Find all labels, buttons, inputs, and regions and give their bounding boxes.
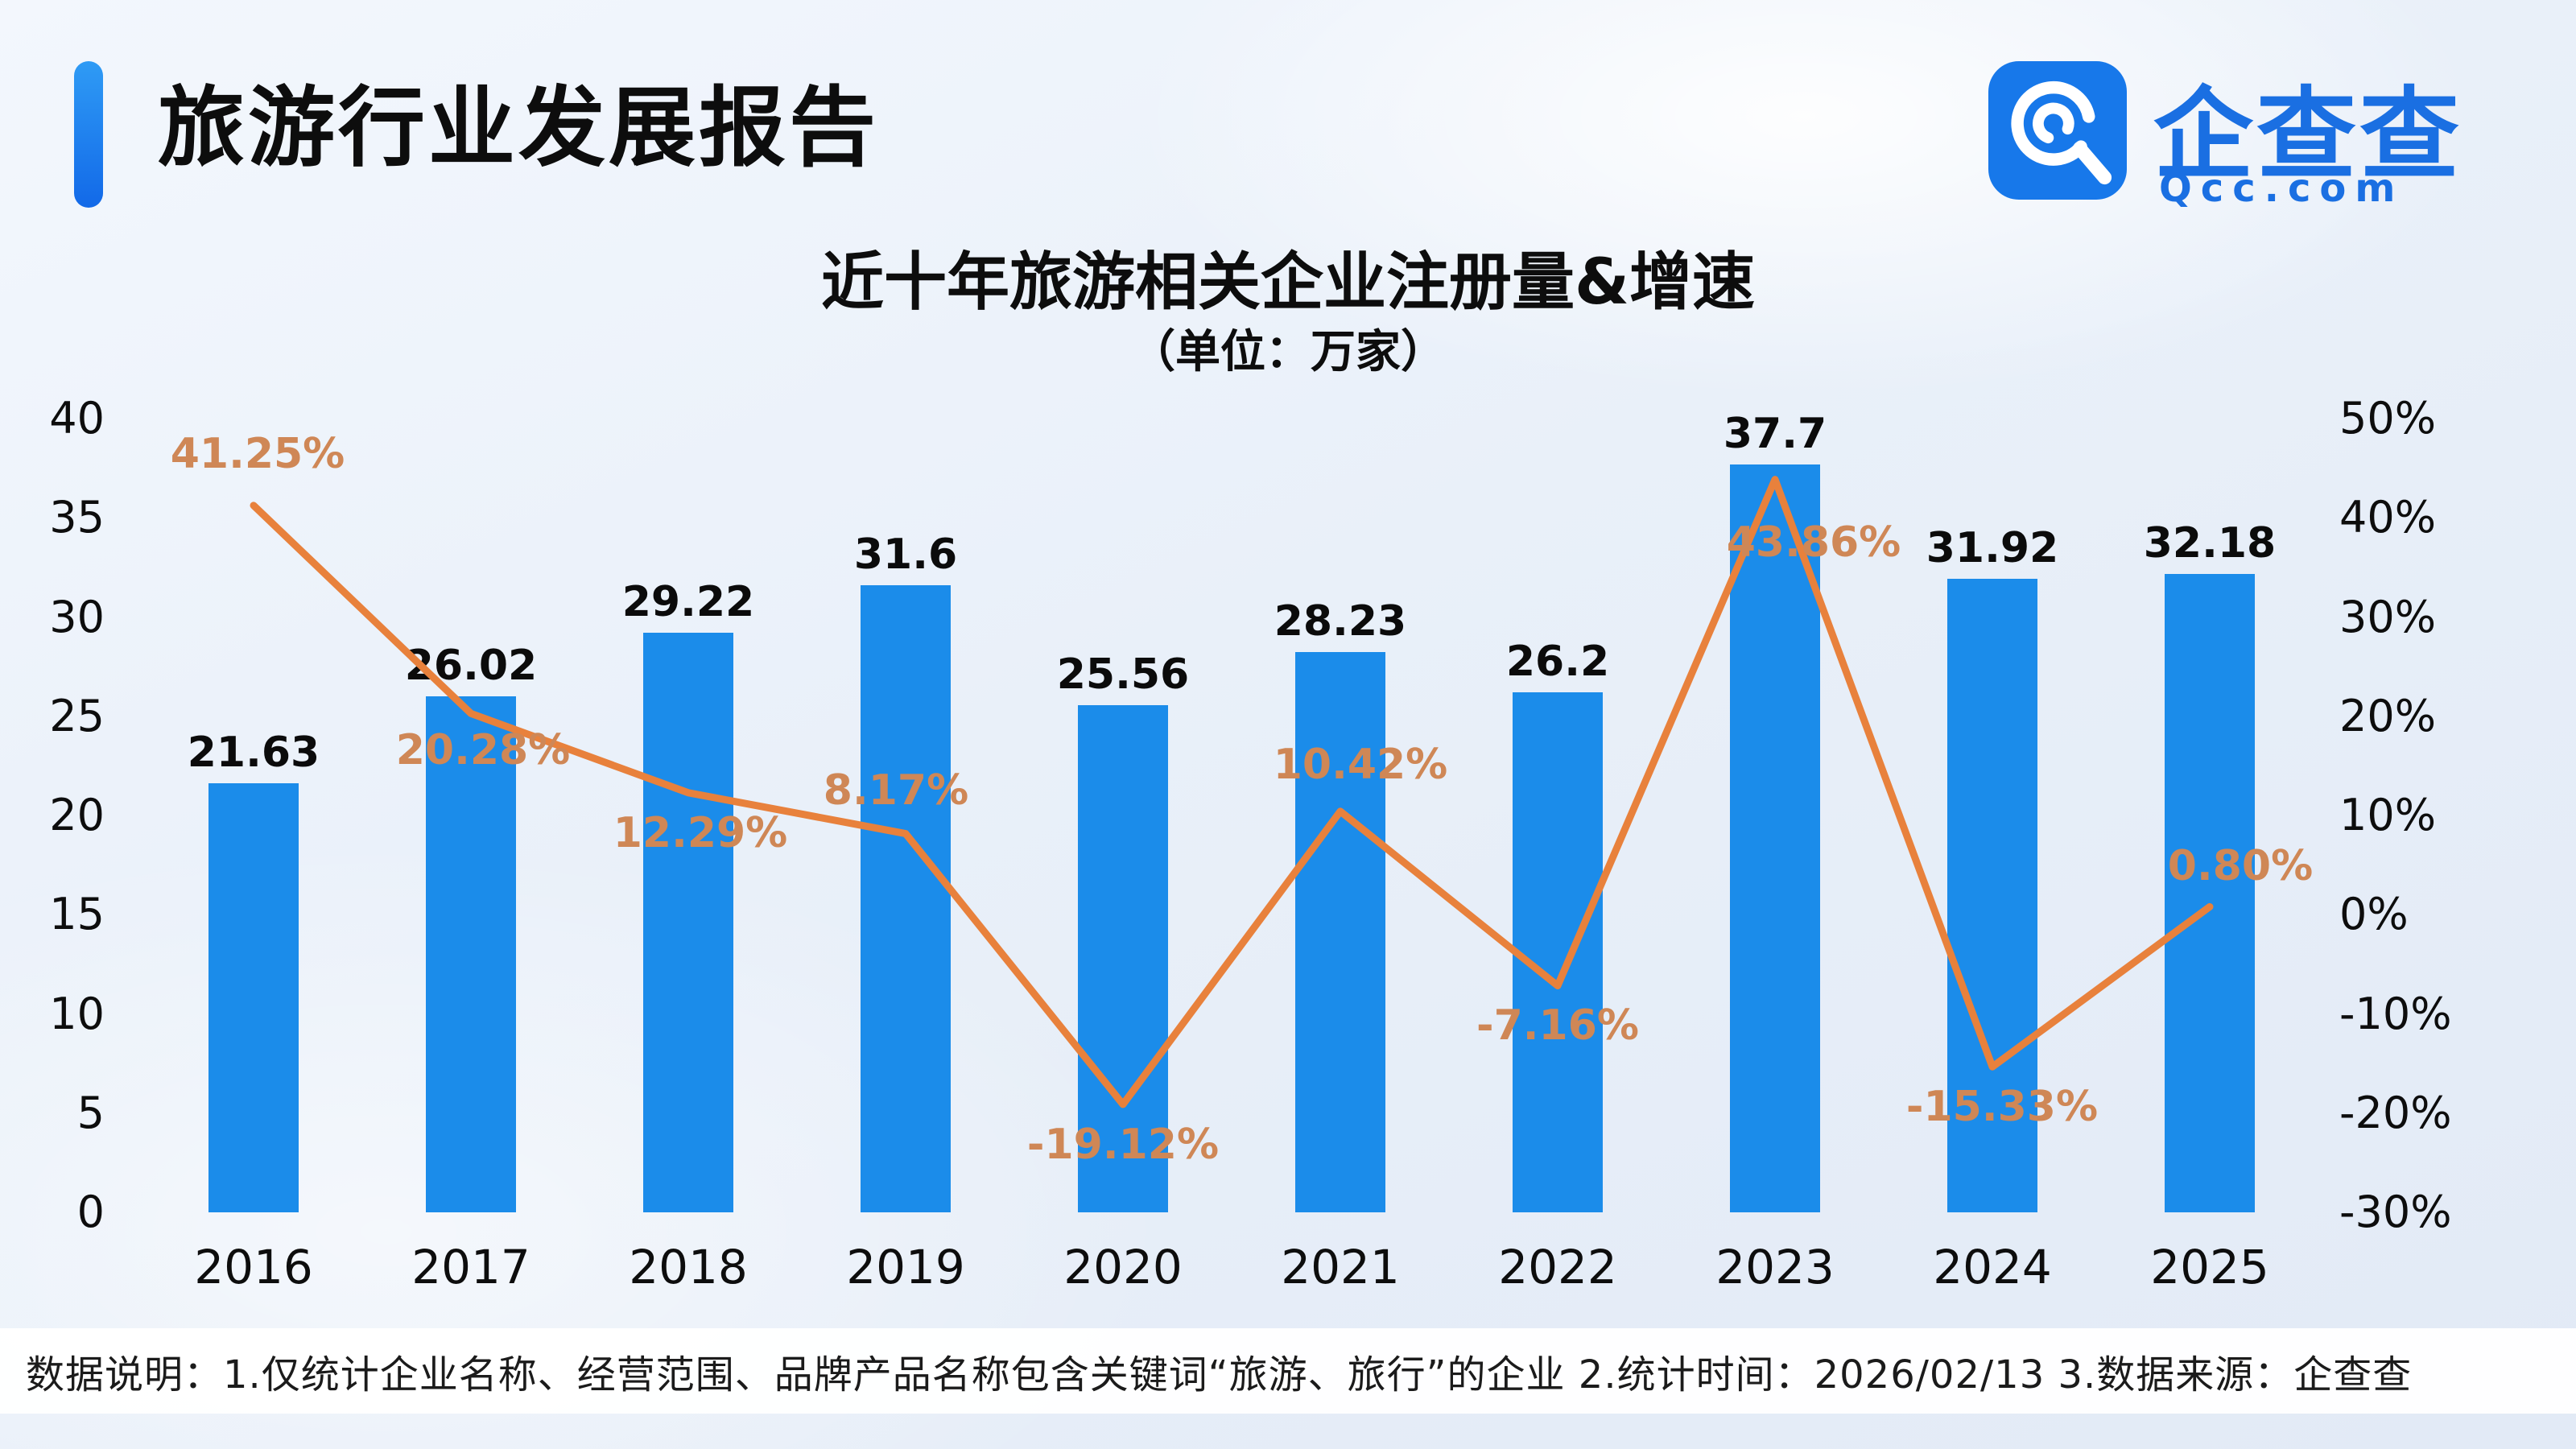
x-axis-label: 2023 xyxy=(1715,1240,1835,1294)
bar-value-label: 26.2 xyxy=(1505,638,1610,687)
y2-axis-tick: -10% xyxy=(2339,988,2452,1039)
x-axis-label: 2020 xyxy=(1063,1240,1183,1294)
bar-value-label: 28.23 xyxy=(1274,597,1407,646)
bar-value-label: 37.7 xyxy=(1723,409,1827,458)
qcc-logo-icon xyxy=(1988,61,2127,200)
growth-value-label: -15.33% xyxy=(1905,1083,2099,1132)
bar-value-label: 29.22 xyxy=(621,577,755,626)
y2-axis-tick: 40% xyxy=(2339,492,2437,543)
bar-value-label: 31.92 xyxy=(1926,524,2059,573)
data-source-note: 数据说明：1.仅统计企业名称、经营范围、品牌产品名称包含关键词“旅游、旅行”的企… xyxy=(26,1352,2413,1397)
growth-line xyxy=(250,476,2214,1108)
bar xyxy=(2165,573,2255,1212)
bar-value-label: 21.63 xyxy=(187,728,320,777)
y-axis-tick: 5 xyxy=(76,1087,105,1138)
y-axis-tick: 35 xyxy=(49,492,105,543)
growth-value-label: -19.12% xyxy=(1026,1120,1220,1169)
page-title: 旅游行业发展报告 xyxy=(158,78,880,179)
bar xyxy=(861,585,951,1212)
chart-title: 近十年旅游相关企业注册量&增速 xyxy=(820,246,1756,319)
brand-name: 企查查 xyxy=(2153,77,2463,193)
x-axis-label: 2022 xyxy=(1498,1240,1617,1294)
y-axis-tick: 0 xyxy=(76,1187,105,1237)
growth-line-layer xyxy=(250,476,2214,1108)
bar-value-label: 32.18 xyxy=(2143,518,2277,568)
x-axis-label: 2021 xyxy=(1281,1240,1400,1294)
x-axis-label: 2018 xyxy=(629,1240,748,1294)
title-accent-bar xyxy=(74,61,103,208)
y2-axis-tick: -20% xyxy=(2339,1087,2452,1138)
bar xyxy=(426,696,516,1212)
bar-value-label: 25.56 xyxy=(1056,650,1190,699)
y2-axis-tick: 10% xyxy=(2339,790,2437,840)
growth-value-label: 8.17% xyxy=(823,766,969,815)
x-axis-label: 2016 xyxy=(194,1240,313,1294)
bar xyxy=(1295,652,1385,1212)
bar xyxy=(1513,692,1603,1212)
y2-axis-tick: 50% xyxy=(2339,393,2437,444)
y-axis-tick: 10 xyxy=(49,988,105,1039)
bar-value-label: 31.6 xyxy=(853,530,958,580)
x-axis-label: 2017 xyxy=(411,1240,530,1294)
x-axis-label: 2024 xyxy=(1933,1240,2052,1294)
x-axis-label: 2019 xyxy=(846,1240,965,1294)
bar xyxy=(1947,579,2037,1212)
y-axis-tick: 20 xyxy=(49,790,105,840)
bar xyxy=(208,782,299,1212)
y-axis-tick: 30 xyxy=(49,591,105,642)
growth-value-label: 43.86% xyxy=(1726,518,1901,567)
footer-note-bar: 数据说明：1.仅统计企业名称、经营范围、品牌产品名称包含关键词“旅游、旅行”的企… xyxy=(0,1328,2576,1414)
bar xyxy=(1078,704,1168,1212)
y2-axis-tick: 20% xyxy=(2339,690,2437,741)
bar xyxy=(1730,464,1820,1212)
brand-logo: 企查查 Qcc.com xyxy=(1988,53,2520,214)
y-axis-tick: 40 xyxy=(49,393,105,444)
growth-value-label: 12.29% xyxy=(613,808,788,857)
y2-axis-tick: -30% xyxy=(2339,1187,2452,1237)
x-axis-label: 2025 xyxy=(2150,1240,2269,1294)
bar-value-label: 26.02 xyxy=(404,641,538,690)
bar xyxy=(643,632,733,1212)
growth-value-label: 0.80% xyxy=(2167,842,2314,891)
brand-domain: Qcc.com xyxy=(2159,166,2405,211)
growth-value-label: 20.28% xyxy=(395,726,571,775)
y-axis-tick: 25 xyxy=(49,690,105,741)
y2-axis-tick: 0% xyxy=(2339,889,2409,940)
growth-value-label: 10.42% xyxy=(1273,740,1448,789)
chart-subtitle: （单位：万家） xyxy=(1130,326,1446,378)
growth-value-label: 41.25% xyxy=(170,429,345,478)
growth-value-label: -7.16% xyxy=(1476,1001,1639,1051)
y2-axis-tick: 30% xyxy=(2339,591,2437,642)
y-axis-tick: 15 xyxy=(49,889,105,940)
